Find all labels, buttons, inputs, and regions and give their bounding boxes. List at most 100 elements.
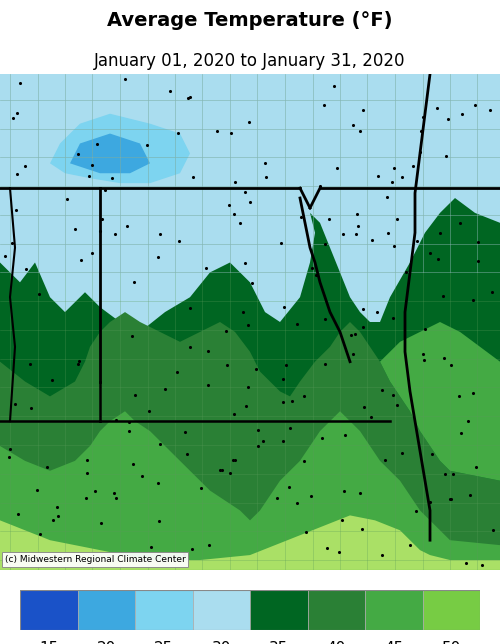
Point bbox=[444, 114, 452, 124]
Point bbox=[320, 314, 328, 324]
Point bbox=[308, 263, 316, 274]
Point bbox=[279, 397, 287, 408]
Point bbox=[246, 117, 254, 127]
Bar bbox=[365, 590, 422, 630]
Point bbox=[262, 172, 270, 182]
Point bbox=[231, 455, 239, 465]
Point bbox=[218, 464, 226, 475]
Point bbox=[138, 470, 146, 480]
Point bbox=[96, 225, 104, 236]
Point bbox=[351, 329, 359, 339]
Point bbox=[82, 493, 90, 503]
Point bbox=[236, 218, 244, 229]
Point bbox=[280, 302, 287, 312]
Point bbox=[246, 196, 254, 207]
Point bbox=[166, 86, 173, 96]
Point bbox=[254, 441, 262, 451]
Polygon shape bbox=[70, 133, 150, 173]
Point bbox=[312, 269, 320, 279]
Point bbox=[464, 416, 472, 426]
Point bbox=[434, 102, 442, 113]
Point bbox=[441, 469, 449, 479]
Point bbox=[360, 401, 368, 412]
Point bbox=[350, 120, 358, 130]
Point bbox=[356, 126, 364, 137]
Point bbox=[156, 229, 164, 239]
Point bbox=[339, 229, 347, 240]
Point bbox=[189, 172, 197, 182]
Point bbox=[450, 469, 458, 479]
Point bbox=[332, 163, 340, 173]
Point bbox=[282, 359, 290, 370]
Point bbox=[286, 422, 294, 433]
Text: Average Temperature (°F): Average Temperature (°F) bbox=[107, 11, 393, 30]
Point bbox=[226, 468, 234, 478]
Point bbox=[213, 126, 221, 136]
Point bbox=[388, 177, 396, 187]
Point bbox=[14, 509, 22, 520]
Point bbox=[321, 359, 329, 370]
Text: January 01, 2020 to January 31, 2020: January 01, 2020 to January 31, 2020 bbox=[94, 52, 406, 70]
Point bbox=[398, 172, 406, 182]
Point bbox=[222, 325, 230, 336]
Point bbox=[446, 495, 454, 505]
Point bbox=[48, 374, 56, 384]
Point bbox=[488, 526, 496, 536]
Point bbox=[148, 542, 156, 552]
Point bbox=[285, 482, 293, 492]
Point bbox=[186, 303, 194, 314]
Point bbox=[112, 415, 120, 425]
Point bbox=[419, 349, 427, 359]
Point bbox=[48, 515, 56, 526]
Point bbox=[288, 396, 296, 406]
Text: 40: 40 bbox=[326, 641, 346, 644]
Polygon shape bbox=[0, 198, 500, 570]
Point bbox=[488, 287, 496, 297]
Point bbox=[390, 163, 398, 173]
Point bbox=[112, 493, 120, 504]
Point bbox=[448, 360, 456, 370]
Point bbox=[74, 149, 82, 159]
Point bbox=[124, 426, 132, 436]
Polygon shape bbox=[0, 515, 500, 570]
Point bbox=[378, 550, 386, 560]
Point bbox=[26, 403, 34, 413]
Point bbox=[358, 105, 366, 115]
Point bbox=[244, 382, 252, 392]
Point bbox=[456, 218, 464, 228]
Point bbox=[248, 278, 256, 288]
Point bbox=[74, 359, 82, 369]
Point bbox=[83, 468, 91, 478]
Point bbox=[124, 417, 132, 427]
Point bbox=[406, 540, 414, 550]
Point bbox=[230, 209, 238, 220]
Point bbox=[262, 158, 270, 169]
Point bbox=[293, 319, 301, 330]
Text: 20: 20 bbox=[96, 641, 116, 644]
Point bbox=[426, 497, 434, 507]
Point bbox=[224, 360, 232, 370]
Point bbox=[252, 364, 260, 374]
Point bbox=[321, 239, 329, 249]
Point bbox=[154, 252, 162, 263]
Point bbox=[32, 485, 40, 495]
Point bbox=[186, 92, 194, 102]
Bar bbox=[308, 590, 365, 630]
Point bbox=[12, 108, 20, 118]
Point bbox=[336, 547, 344, 557]
Point bbox=[470, 388, 478, 398]
Point bbox=[442, 151, 450, 162]
Point bbox=[420, 324, 428, 334]
Point bbox=[316, 181, 324, 191]
Point bbox=[280, 374, 287, 384]
Point bbox=[320, 100, 328, 110]
Point bbox=[356, 488, 364, 498]
Point bbox=[398, 448, 406, 458]
Point bbox=[368, 235, 376, 245]
Point bbox=[91, 486, 99, 496]
Point bbox=[231, 176, 239, 187]
Point bbox=[318, 433, 326, 444]
Point bbox=[409, 161, 417, 171]
Text: 35: 35 bbox=[269, 641, 288, 644]
Point bbox=[244, 320, 252, 330]
